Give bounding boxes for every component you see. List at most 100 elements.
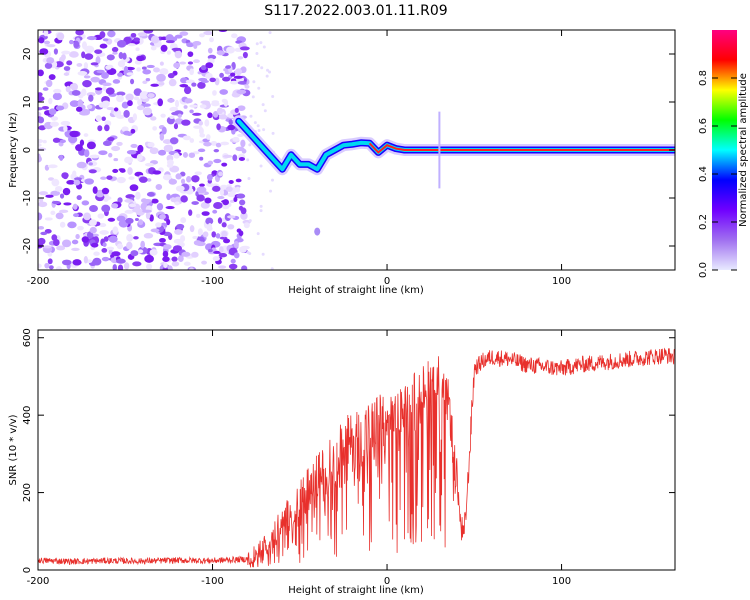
spectrogram-cell xyxy=(102,82,112,87)
spectrogram-cell xyxy=(42,139,47,144)
spectrogram-cell xyxy=(38,191,48,196)
spectrogram-cell xyxy=(116,94,124,103)
spectrogram-cell xyxy=(218,114,228,120)
spectrogram-cell xyxy=(213,158,222,164)
spectrogram-cell xyxy=(191,201,199,205)
spectrogram-cell xyxy=(48,97,53,105)
spectrogram-cell xyxy=(266,68,270,72)
spectrogram-cell xyxy=(218,253,228,258)
spectrogram-cell xyxy=(39,48,49,55)
spectrogram-cell xyxy=(117,60,126,68)
spectrogram-cell xyxy=(132,113,138,121)
spectrogram-cell xyxy=(53,48,58,55)
spectrogram-cell xyxy=(158,81,165,86)
spectrogram-cell xyxy=(89,226,97,234)
spectrogram-cell xyxy=(102,100,110,107)
spectrogram-cell xyxy=(229,199,235,203)
spectrogram-cell xyxy=(256,232,260,236)
x-tick-label: -200 xyxy=(27,576,50,587)
spectrogram-cell xyxy=(101,72,109,79)
spectrogram-cell xyxy=(211,231,217,238)
spectrogram-cell xyxy=(135,191,141,200)
spectrogram-cell xyxy=(122,52,127,60)
spectrogram-cell xyxy=(77,71,88,76)
spectrogram-cell xyxy=(194,171,202,176)
snr-y-axis-label: SNR (10 * v/v) xyxy=(8,414,19,485)
spectrogram-cell xyxy=(212,256,220,262)
spectrogram-cell xyxy=(104,124,110,132)
colorbar-tick-label: 0.8 xyxy=(698,70,709,86)
spectrogram-cell xyxy=(252,80,256,84)
spectrogram-cell xyxy=(106,175,113,180)
spectrogram-cell xyxy=(71,239,79,245)
spectrogram-cell xyxy=(99,31,106,39)
spectrogram-cell xyxy=(99,43,108,49)
spectrogram-cell xyxy=(130,128,136,134)
spectrogram-y-ticks: -20 -10 0 10 20 xyxy=(22,48,675,254)
spectrogram-cell xyxy=(222,76,231,82)
spectrogram-cell xyxy=(102,242,107,247)
spectrogram-cell xyxy=(166,50,172,55)
spectrogram-cell xyxy=(248,219,252,223)
spectrogram-cell xyxy=(47,258,53,265)
spectrogram-cell xyxy=(142,103,151,107)
spectrogram-cell xyxy=(38,125,46,131)
spectrogram-cell xyxy=(161,126,167,135)
spectrogram-cell xyxy=(38,237,46,245)
spectrogram-cell xyxy=(63,72,70,76)
spectrogram-cell xyxy=(112,79,121,84)
spectrogram-cell xyxy=(92,186,98,194)
spectrogram-cell xyxy=(107,217,116,222)
spectrogram-cell xyxy=(187,51,194,57)
spectrogram-cell xyxy=(234,107,239,113)
spectrogram-cell xyxy=(172,245,183,252)
spectrogram-cell xyxy=(155,222,162,228)
spectrogram-cell xyxy=(209,77,216,83)
spectrogram-cell xyxy=(65,85,71,93)
spectrogram-cell xyxy=(256,124,260,128)
spectrogram-cell xyxy=(61,172,69,179)
spectrogram-cell xyxy=(269,189,273,193)
spectrogram-cell xyxy=(163,144,174,153)
spectrogram-cell xyxy=(66,60,73,66)
spectrogram-cell xyxy=(207,47,213,54)
spectrogram-cell xyxy=(257,86,261,90)
spectrogram-cell xyxy=(73,40,80,49)
spectrogram-cell xyxy=(138,219,144,226)
spectrogram-cell xyxy=(48,74,56,80)
spectrogram-cell xyxy=(239,46,250,51)
x-tick-label: 0 xyxy=(384,576,390,587)
spectrogram-cell xyxy=(230,72,236,77)
spectrogram-cell xyxy=(207,222,213,230)
spectrogram-cell xyxy=(61,239,72,248)
spectrogram-cell xyxy=(204,197,212,204)
spectrogram-cell xyxy=(86,36,97,41)
spectrogram-cell xyxy=(136,55,145,62)
spectrogram-cell xyxy=(159,214,166,220)
spectrogram-cell xyxy=(228,119,234,125)
spectrogram-cell xyxy=(116,215,126,222)
spectrogram-cell xyxy=(142,69,152,75)
spectrogram-cell xyxy=(157,98,164,107)
spectrogram-cell xyxy=(103,197,109,202)
spectrogram-cell xyxy=(257,128,261,132)
spectrogram-cell xyxy=(167,265,173,270)
spectrogram-cell xyxy=(41,105,50,110)
spectrogram-cell xyxy=(38,212,43,221)
spectrogram-cell xyxy=(133,37,140,42)
spectrogram-cell xyxy=(130,78,135,85)
spectrogram-cell xyxy=(117,264,124,270)
y-tick-label: -10 xyxy=(22,190,33,206)
spectrogram-cell xyxy=(136,105,145,111)
spectrogram-cell xyxy=(259,209,263,213)
spectrogram-cell xyxy=(251,95,255,99)
spectrogram-cell xyxy=(219,188,224,197)
x-tick-label: 100 xyxy=(552,276,571,287)
spectrogram-cell xyxy=(253,121,257,125)
spectrogram-cell xyxy=(42,245,52,249)
spectrogram-cell xyxy=(197,81,206,89)
spectrogram-cell xyxy=(167,72,175,79)
spectrogram-cell xyxy=(47,164,58,169)
spectrogram-cell xyxy=(89,204,98,213)
spectrogram-cell xyxy=(55,266,63,270)
